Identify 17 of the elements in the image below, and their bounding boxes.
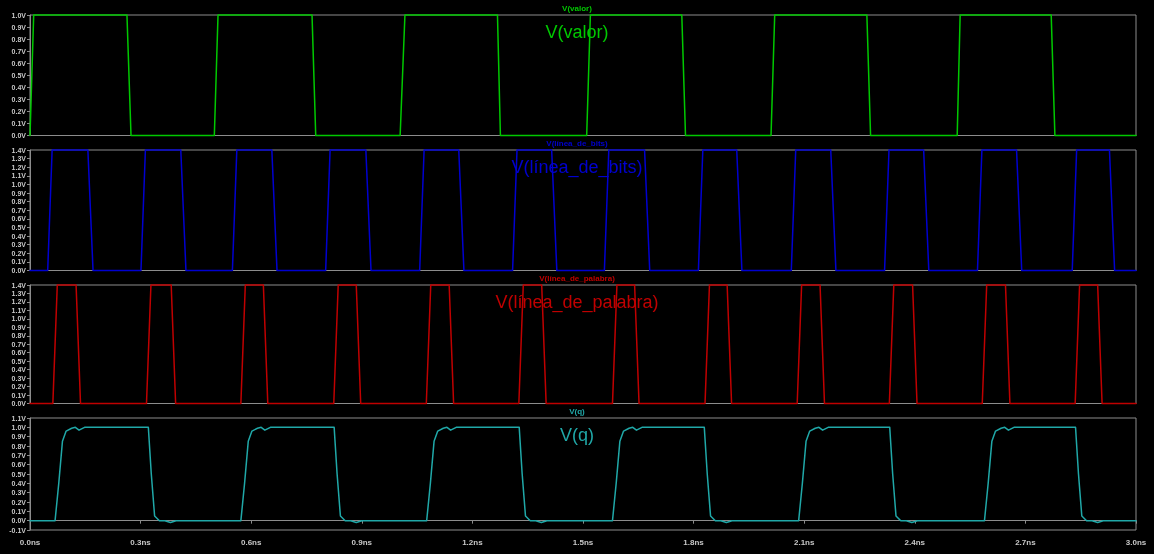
- chart-title: V(valor): [562, 3, 593, 13]
- x-tick-label: 3.0ns: [1125, 537, 1147, 547]
- chart-title: V(línea_de_bits): [546, 138, 609, 148]
- x-tick-label: 1.2ns: [462, 537, 484, 547]
- chart-title: V(q): [569, 406, 586, 416]
- x-tick-label: 0.3ns: [130, 537, 152, 547]
- x-tick-label: 0.6ns: [240, 537, 262, 547]
- annotation: V(q): [560, 425, 595, 445]
- x-tick-label: 1.8ns: [683, 537, 705, 547]
- x-tick-label: 0.0ns: [19, 537, 41, 547]
- x-tick-label: 2.4ns: [904, 537, 926, 547]
- x-tick-label: 0.9ns: [351, 537, 373, 547]
- line-series: [29, 426, 1137, 524]
- x-tick-label: 2.1ns: [793, 537, 815, 547]
- chart-title: V(línea_de_palabra): [539, 273, 616, 283]
- x-tick-label: 1.5ns: [572, 537, 594, 547]
- x-tick-label: 2.7ns: [1015, 537, 1037, 547]
